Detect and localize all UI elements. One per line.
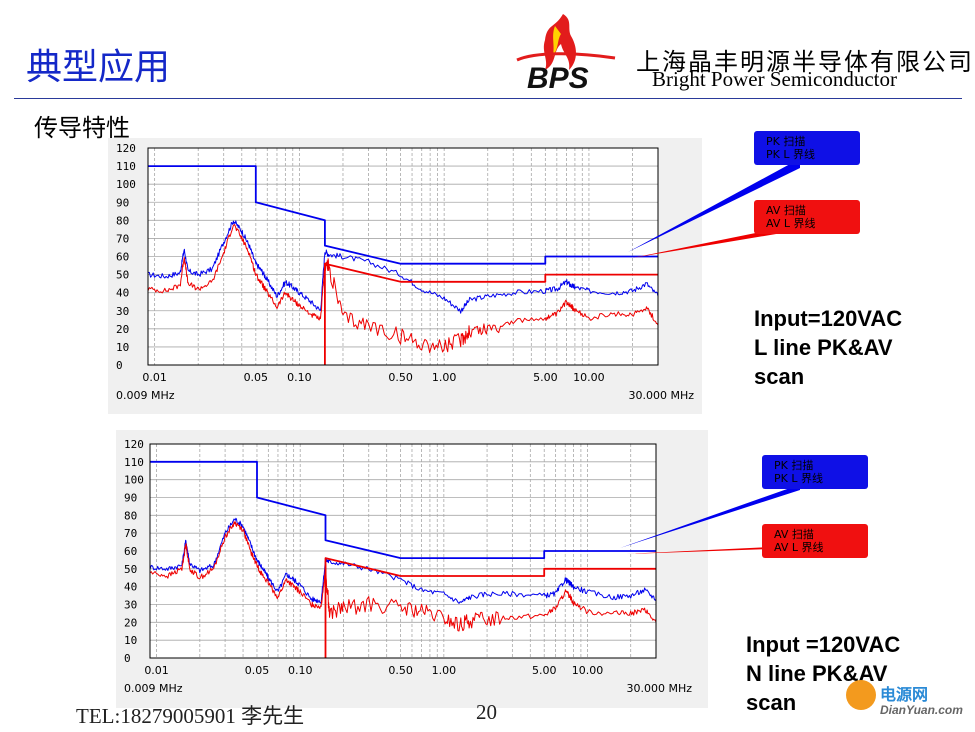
- annotation-l-line: Input=120VAC L line PK&AV scan: [754, 306, 903, 389]
- y-tick-label: 40: [124, 581, 137, 594]
- y-tick-label: 40: [116, 287, 129, 300]
- slide-title: 典型应用: [26, 47, 171, 88]
- y-tick-label: 20: [116, 323, 129, 336]
- watermark-url: DianYuan.com: [880, 703, 963, 717]
- y-tick-label: 100: [116, 178, 136, 191]
- section-subtitle: 传导特性: [34, 114, 130, 142]
- x-start-label: 0.009 MHz: [116, 389, 175, 402]
- y-tick-label: 120: [116, 142, 136, 155]
- y-tick-label: 90: [116, 196, 129, 209]
- y-tick-label: 100: [124, 474, 144, 487]
- x-tick-label: 0.50: [388, 371, 413, 384]
- page-number: 20: [476, 700, 497, 724]
- bps-logo: BPS: [516, 14, 616, 92]
- x-tick-label: 0.10: [288, 664, 313, 677]
- header-divider: [14, 98, 962, 99]
- x-end-label: 30.000 MHz: [628, 389, 694, 402]
- plot-frame: [149, 443, 657, 659]
- plot-frame: [147, 147, 659, 366]
- y-tick-label: 0: [124, 652, 131, 665]
- annotation-n-line: Input =120VAC N line PK&AV scan: [746, 632, 901, 715]
- y-tick-label: 70: [124, 527, 137, 540]
- x-end-label: 30.000 MHz: [626, 682, 692, 695]
- x-tick-label: 0.50: [388, 664, 413, 677]
- legend-av-1: AV 扫描 AV L 界线: [754, 200, 860, 234]
- limit-line-av: [324, 557, 656, 658]
- logo-text: BPS: [527, 62, 589, 92]
- x-tick-label: 0.10: [287, 371, 312, 384]
- y-tick-label: 30: [116, 305, 129, 318]
- limit-line-pk: [148, 165, 658, 265]
- legend-av-2: AV 扫描 AV L 界线: [762, 524, 868, 558]
- grid: [147, 148, 658, 365]
- y-tick-label: 120: [124, 438, 144, 451]
- y-tick-label: 60: [124, 545, 137, 558]
- company-name-en: Bright Power Semiconductor: [652, 67, 897, 91]
- legend-pk-2: PK 扫描 PK L 界线: [762, 455, 868, 489]
- y-tick-label: 10: [124, 634, 137, 647]
- y-tick-label: 10: [116, 341, 129, 354]
- limit-line-pk: [150, 460, 656, 559]
- y-tick-label: 50: [116, 269, 129, 282]
- x-tick-label: 10.00: [572, 664, 604, 677]
- pk-connector-1: [628, 160, 800, 252]
- chart-l-line: 0 10 20 30 40 50 60 70 80 90 100 110 120 0.01 0.05 0.10…: [116, 142, 694, 402]
- y-tick-label: 30: [124, 599, 137, 612]
- y-tick-label: 0: [116, 359, 123, 372]
- y-tick-label: 20: [124, 616, 137, 629]
- y-tick-label: 50: [124, 563, 137, 576]
- x-tick-label: 0.01: [142, 371, 167, 384]
- y-tick-label: 80: [116, 214, 129, 227]
- flame-icon: [543, 14, 576, 70]
- x-tick-label: 0.05: [244, 371, 269, 384]
- x-tick-label: 5.00: [532, 664, 557, 677]
- scan-trace-pk: [147, 220, 659, 314]
- x-tick-label: 5.00: [533, 371, 558, 384]
- footer-contact: TEL:18279005901 李先生: [76, 704, 305, 728]
- y-tick-label: 70: [116, 232, 129, 245]
- legend-pk-1: PK 扫描 PK L 界线: [754, 131, 860, 165]
- chart-n-line: 0 10 20 30 40 50 60 70 80 90 100 110 120 0.01 0.05 0.10…: [124, 438, 692, 695]
- x-tick-label: 0.05: [245, 664, 270, 677]
- x-tick-label: 1.00: [432, 371, 457, 384]
- x-tick-label: 1.00: [432, 664, 457, 677]
- y-tick-label: 110: [116, 160, 136, 173]
- limit-line-av: [324, 262, 658, 365]
- y-tick-label: 90: [124, 492, 137, 505]
- y-tick-label: 60: [116, 251, 129, 264]
- x-tick-label: 10.00: [573, 371, 605, 384]
- watermark-cn: 电源网: [880, 687, 929, 704]
- x-start-label: 0.009 MHz: [124, 682, 183, 695]
- y-tick-label: 110: [124, 456, 144, 469]
- y-tick-label: 80: [124, 509, 137, 522]
- x-tick-label: 0.01: [144, 664, 169, 677]
- company-name-cn: 上海晶丰明源半导体有限公司: [636, 48, 974, 76]
- watermark-logo-icon: [846, 680, 876, 710]
